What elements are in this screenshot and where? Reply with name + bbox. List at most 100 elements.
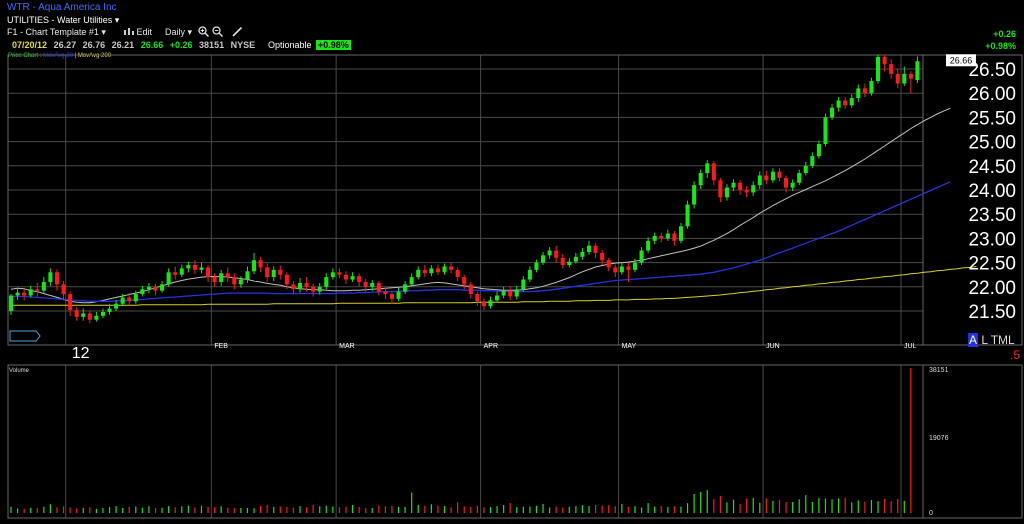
volume-bar <box>496 506 498 513</box>
candle-body <box>600 252 605 261</box>
draw-tool-button[interactable] <box>232 26 243 39</box>
volume-bar <box>739 503 741 513</box>
volume-bar <box>279 506 281 513</box>
volume-bar <box>634 506 636 513</box>
candle-body <box>324 277 329 287</box>
candle-body <box>764 175 769 181</box>
candle-body <box>724 187 729 198</box>
volume-bar <box>273 506 275 513</box>
price-tick-label: 25.50 <box>968 108 1016 129</box>
volume-bar <box>200 505 203 513</box>
candle-body <box>41 281 46 291</box>
candle-body <box>560 257 565 266</box>
zoom-in-button[interactable] <box>198 26 210 39</box>
quote-row: 07/20/12 26.27 26.76 26.21 26.66 +0.26 3… <box>12 40 255 50</box>
volume-bar <box>673 506 676 513</box>
volume-bar <box>102 508 104 513</box>
price-tick-label: 23.00 <box>968 229 1016 250</box>
volume-bar <box>187 505 189 513</box>
candle-body <box>54 272 60 285</box>
volume-bar <box>168 506 170 513</box>
flag-a[interactable]: A <box>968 333 979 347</box>
candle-body <box>403 284 408 292</box>
sector-industry[interactable]: UTILITIES - Water Utilities ▾ <box>7 15 120 25</box>
candle-body <box>330 272 335 278</box>
candle-body <box>698 173 703 186</box>
volume-bar <box>798 499 800 513</box>
volume-bar <box>233 507 235 513</box>
candle-body <box>317 286 322 292</box>
chevron-down-icon[interactable]: ▾ <box>114 15 120 25</box>
volume-panel-frame <box>7 364 1023 519</box>
candle-body <box>146 286 151 290</box>
volume-bar <box>877 501 879 513</box>
edit-button[interactable]: Edit <box>124 27 152 37</box>
candle-body <box>291 284 296 290</box>
candle-body <box>383 291 388 295</box>
volume-bar <box>667 506 669 513</box>
volume-title: Volume <box>9 368 30 374</box>
candle-body <box>862 88 867 94</box>
volume-bar <box>732 499 735 513</box>
price-tick-label: 24.50 <box>968 157 1016 178</box>
volume-bar <box>227 507 229 513</box>
symbol-header: WTR - Aqua America Inc <box>7 2 117 13</box>
candle-body <box>370 282 375 287</box>
volume-bar <box>910 368 912 513</box>
candle-body <box>757 175 762 186</box>
right-pct: +0.98% <box>985 41 1016 51</box>
quote-volume: 38151 <box>199 40 225 50</box>
month-label: MAR <box>339 343 355 350</box>
volume-bar <box>253 508 255 513</box>
volume-bar <box>56 507 58 513</box>
volume-bar <box>844 497 846 513</box>
candle-body <box>337 272 342 275</box>
candle-body <box>626 266 631 270</box>
volume-bar <box>555 506 557 513</box>
quote-change: +0.26 <box>169 40 193 50</box>
flag-tml[interactable]: TML <box>990 333 1015 347</box>
zoom-in-icon <box>198 26 210 39</box>
template-selector[interactable]: F1 - Chart Template #1 ▾ <box>7 27 106 38</box>
volume-bar <box>575 506 577 513</box>
candle-body <box>166 272 171 285</box>
volume-bar <box>338 507 341 513</box>
volume-bar <box>542 503 544 513</box>
candle-body <box>488 300 493 307</box>
candle-body <box>114 303 119 309</box>
candle-body <box>468 284 473 295</box>
candle-body <box>28 289 33 296</box>
quote-exchange: NYSE <box>230 40 256 50</box>
current-price-box <box>946 54 976 67</box>
zoom-out-button[interactable] <box>212 26 224 39</box>
volume-bar <box>76 508 78 513</box>
chart-scroll-handle[interactable] <box>9 329 41 347</box>
volume-bar <box>903 500 905 513</box>
price-tick-label: 22.50 <box>968 254 1016 275</box>
candle-body <box>297 282 303 290</box>
flag-l[interactable]: L <box>981 333 988 347</box>
chart-flags[interactable]: A L TML <box>968 333 1015 347</box>
volume-bar <box>897 498 899 513</box>
volume-bar <box>588 505 590 513</box>
candle-body <box>94 315 99 320</box>
volume-bars <box>10 368 912 513</box>
volume-bar <box>16 508 19 513</box>
volume-bar <box>62 506 65 513</box>
candle-body <box>238 279 243 285</box>
candle-body <box>593 245 598 253</box>
period-selector[interactable]: Daily ▾ <box>165 27 192 38</box>
volume-bar <box>792 501 794 513</box>
volume-bar <box>351 505 354 513</box>
legend-ma20: MovAvg 20 <box>43 53 73 59</box>
zoom-out-icon <box>212 26 224 39</box>
volume-bar <box>713 499 715 513</box>
candle-body <box>284 274 289 285</box>
candle-body <box>830 107 835 118</box>
volume-bar <box>378 505 380 513</box>
candle-body <box>15 292 20 296</box>
price-tick-label: 26.00 <box>968 84 1016 105</box>
ma-line-2 <box>11 181 951 302</box>
volume-bar <box>404 506 406 513</box>
candle-body <box>192 265 197 270</box>
